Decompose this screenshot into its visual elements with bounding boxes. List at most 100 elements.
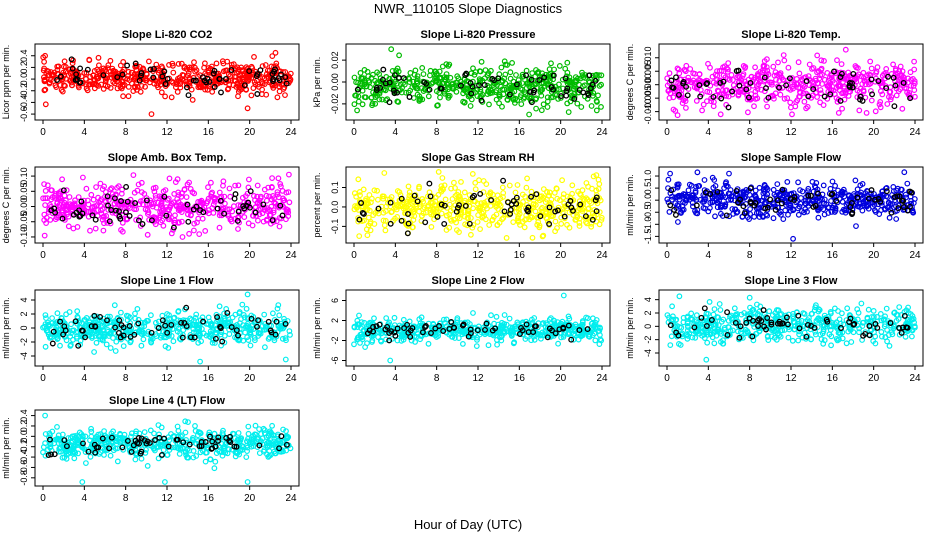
data-point: [551, 189, 558, 196]
data-point: [425, 340, 432, 347]
data-point: [261, 311, 268, 318]
data-point: [770, 186, 777, 193]
data-point: [702, 205, 709, 212]
y-tick-label: 2: [643, 310, 653, 315]
data-point: [184, 207, 191, 214]
data-point: [266, 322, 273, 329]
data-point: [141, 319, 148, 326]
data-point: [209, 339, 216, 346]
data-point: [540, 186, 547, 193]
data-point-black: [162, 81, 169, 87]
data-point: [436, 75, 443, 82]
data-point-black: [159, 317, 166, 324]
data-point-black: [481, 82, 488, 88]
data-point-black: [426, 180, 433, 187]
data-point: [832, 205, 839, 211]
data-point: [63, 75, 69, 82]
data-point: [730, 77, 736, 83]
data-point: [94, 202, 100, 209]
data-point-black: [567, 198, 574, 204]
data-point: [569, 182, 576, 189]
data-point-black: [478, 97, 485, 104]
data-point: [672, 107, 679, 114]
y-tick-label: 0.005: [643, 60, 653, 83]
data-point: [513, 72, 519, 78]
x-tick-label: 24: [596, 127, 608, 138]
data-point: [228, 61, 235, 68]
data-point: [107, 186, 114, 193]
data-point: [124, 76, 131, 82]
data-point-black: [908, 189, 915, 196]
data-point-black: [438, 201, 445, 208]
data-point-black: [899, 197, 905, 204]
data-point: [54, 310, 61, 317]
data-point: [500, 91, 507, 98]
data-point-black: [891, 103, 898, 110]
data-point-black: [406, 94, 413, 100]
data-point: [499, 103, 505, 110]
data-point: [583, 195, 590, 202]
data-point: [752, 64, 758, 71]
data-point: [584, 328, 591, 335]
data-point: [285, 189, 292, 196]
data-point-black: [246, 204, 253, 211]
data-point: [420, 71, 427, 77]
data-point: [435, 208, 441, 215]
data-point: [394, 98, 401, 105]
data-point: [449, 196, 456, 202]
data-point: [774, 181, 781, 188]
data-point: [506, 315, 513, 322]
data-point-black: [462, 202, 469, 209]
data-point: [579, 319, 586, 326]
data-point: [355, 79, 362, 86]
data-point: [687, 66, 694, 72]
x-tick-label: 20: [868, 373, 880, 384]
data-point-black: [513, 81, 520, 88]
data-point: [383, 73, 390, 80]
data-point: [433, 334, 440, 340]
data-point-black: [745, 94, 752, 101]
data-point: [465, 208, 472, 215]
data-point: [722, 194, 729, 201]
data-point: [868, 65, 875, 72]
data-point: [736, 89, 743, 96]
x-tick-label: 16: [514, 250, 526, 261]
data-point: [164, 196, 171, 203]
x-tick-label: 20: [555, 373, 567, 384]
data-point: [539, 86, 545, 93]
data-point: [142, 83, 149, 90]
data-point: [814, 94, 820, 100]
chart-panel: Slope Amb. Box Temp.degrees C per min.0 4…: [1, 152, 300, 261]
chart-panel: Slope Li-820 Temp.degrees C per min.0 4 8 1…: [625, 29, 924, 138]
data-point-black: [488, 197, 495, 204]
data-point: [59, 176, 65, 183]
data-point: [830, 87, 837, 94]
x-tick-label: 16: [203, 250, 215, 261]
data-point-black: [550, 86, 557, 93]
data-point-black: [476, 82, 482, 89]
data-point: [202, 86, 209, 93]
data-point-black: [810, 86, 817, 93]
data-point: [175, 219, 182, 226]
data-point: [665, 87, 672, 94]
data-point: [552, 228, 558, 235]
data-point-black: [450, 324, 457, 331]
data-point: [732, 206, 738, 213]
data-point: [385, 199, 391, 206]
data-point: [509, 325, 515, 332]
chart-title: Slope Line 3 Flow: [745, 275, 838, 287]
data-point: [813, 179, 820, 186]
data-point: [265, 336, 272, 342]
data-point: [103, 341, 110, 348]
data-point: [40, 324, 46, 331]
data-point: [83, 69, 90, 76]
data-point-black: [675, 91, 682, 98]
data-point: [789, 337, 796, 344]
data-point: [160, 222, 167, 229]
data-point: [196, 231, 203, 238]
data-point-black: [382, 326, 389, 333]
data-point: [359, 87, 366, 94]
data-point: [154, 82, 161, 88]
data-point: [787, 207, 794, 214]
data-point: [697, 87, 704, 93]
